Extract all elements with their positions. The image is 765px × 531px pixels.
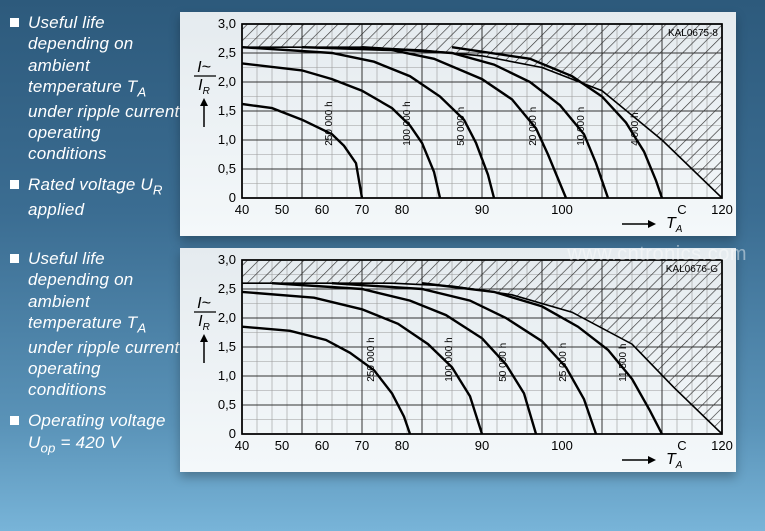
y-tick-label: 2,0: [218, 74, 236, 89]
y-tick-label: 0,5: [218, 397, 236, 412]
y-tick-label: 0,5: [218, 161, 236, 176]
note-item: Rated voltage UR applied: [10, 174, 180, 220]
x-tick-label: 70: [355, 438, 369, 453]
x-tick-label: 90: [475, 438, 489, 453]
curve-label: 4 000 h: [630, 112, 641, 145]
y-tick-label: 3,0: [218, 252, 236, 267]
curve-label: 100 000 h: [444, 337, 455, 382]
useful-life-chart-operating: 250 000 h 100 000 h 50 000 h 25 000 h 11 500…: [180, 248, 736, 472]
y-tick-label: 2,5: [218, 45, 236, 60]
x-tick-label: C: [677, 438, 686, 453]
y-tick-label: 1,0: [218, 132, 236, 147]
notes-rated-voltage: Useful life depending on ambient tempera…: [10, 12, 180, 231]
panel-rated-voltage: Useful life depending on ambient tempera…: [0, 0, 765, 242]
y-tick-label: 2,0: [218, 310, 236, 325]
x-tick-label: 70: [355, 202, 369, 217]
y-tick-label: 0: [229, 190, 236, 205]
x-axis-label: TA: [666, 451, 683, 471]
panel-operating-voltage: Useful life depending on ambient tempera…: [0, 242, 765, 478]
y-tick-label: 1,5: [218, 103, 236, 118]
curve-label: 250 000 h: [324, 101, 335, 146]
curve-label: 10 000 h: [576, 107, 587, 146]
lifetime-curve: [242, 327, 410, 434]
notes-list: Useful life depending on ambient tempera…: [10, 248, 180, 457]
curve-label: 50 000 h: [498, 343, 509, 382]
y-tick-label: 1,0: [218, 368, 236, 383]
y-axis-label: I~: [197, 59, 211, 76]
useful-life-chart-rated: 250 000 h 100 000 h 50 000 h 20 000 h 10 000…: [180, 12, 736, 236]
curve-label: 250 000 h: [366, 337, 377, 382]
x-tick-label: 100: [551, 202, 573, 217]
y-tick-label: 1,5: [218, 339, 236, 354]
lifetime-curve: [272, 283, 536, 434]
x-tick-label: 40: [235, 438, 249, 453]
notes-list: Useful life depending on ambient tempera…: [10, 12, 180, 221]
y-axis-label-denom: IR: [198, 77, 210, 97]
note-item: Useful life depending on ambient tempera…: [10, 248, 180, 400]
x-tick-label: 100: [551, 438, 573, 453]
x-tick-label: 40: [235, 202, 249, 217]
watermark: www.cntronics.com: [567, 243, 747, 266]
x-tick-label: C: [677, 202, 686, 217]
curve-label: 25 000 h: [558, 343, 569, 382]
x-tick-label: 60: [315, 438, 329, 453]
x-axis-label: TA: [666, 215, 683, 235]
curve-label: 100 000 h: [402, 101, 413, 146]
chart-wrap-operating: 250 000 h 100 000 h 50 000 h 25 000 h 11 500…: [180, 248, 753, 472]
curve-label: 20 000 h: [528, 107, 539, 146]
y-axis-label-denom: IR: [198, 313, 210, 333]
notes-operating-voltage: Useful life depending on ambient tempera…: [10, 248, 180, 467]
note-item: Useful life depending on ambient tempera…: [10, 12, 180, 164]
curve-label: 11 500 h: [618, 344, 629, 382]
x-tick-label: 50: [275, 438, 289, 453]
y-tick-label: 0: [229, 426, 236, 441]
x-tick-label: 120: [711, 202, 733, 217]
y-tick-label: 3,0: [218, 16, 236, 31]
x-tick-label: 80: [395, 202, 409, 217]
chart-code: KAL0676-G: [666, 264, 718, 275]
x-tick-label: 60: [315, 202, 329, 217]
curve-label: 50 000 h: [456, 107, 467, 146]
chart-code: KAL0675-8: [668, 28, 718, 39]
x-tick-label: 90: [475, 202, 489, 217]
x-tick-label: 120: [711, 438, 733, 453]
chart-wrap-rated: 250 000 h 100 000 h 50 000 h 20 000 h 10 000…: [180, 12, 753, 236]
y-axis-label: I~: [197, 295, 211, 312]
note-item: Operating voltage Uop = 420 V: [10, 410, 180, 456]
x-tick-label: 50: [275, 202, 289, 217]
x-tick-label: 80: [395, 438, 409, 453]
y-tick-label: 2,5: [218, 281, 236, 296]
